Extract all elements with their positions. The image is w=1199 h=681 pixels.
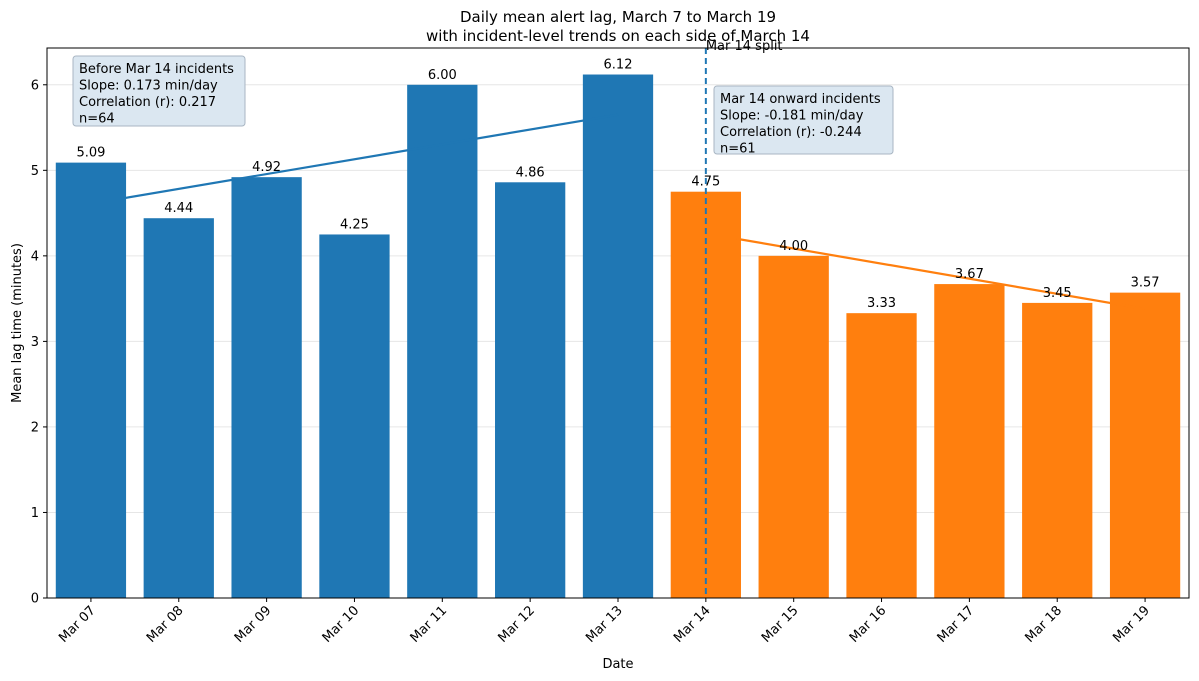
- bar-value-label: 4.44: [164, 201, 193, 216]
- x-axis-label: Date: [602, 657, 633, 672]
- y-axis: 0 1 2 3 4 5 6: [31, 78, 47, 607]
- bar-value-label: 6.12: [604, 58, 633, 73]
- y-axis-label: Mean lag time (minutes): [10, 243, 25, 403]
- bar-mar-19: [1109, 292, 1181, 598]
- after-annotation-line: Correlation (r): -0.244: [720, 125, 862, 140]
- after-annotation-box: [713, 85, 894, 155]
- y-tick-label-3: 3: [31, 335, 39, 350]
- bar-labels: 5.09 4.44 4.92 4.25 6.00 4.86 6.12 4.75 4.00 3.33…: [76, 58, 1159, 312]
- bar-mar-10: [319, 234, 390, 599]
- bar-value-label: 3.67: [955, 267, 984, 282]
- before-annotation-line: Before Mar 14 incidents: [79, 62, 234, 77]
- trend-lines: [121, 113, 1146, 310]
- before-annotation-box: [72, 55, 246, 127]
- after-annotation-line: n=61: [720, 142, 756, 157]
- bar-value-label: 3.33: [867, 296, 896, 311]
- after-annotation: Mar 14 onward incidents Slope: -0.181 min…: [713, 85, 894, 157]
- bar-mar-15: [758, 255, 829, 598]
- y-tick-label-4: 4: [31, 249, 39, 264]
- bar-value-label: 4.86: [516, 165, 545, 180]
- before-annotation-line: Correlation (r): 0.217: [79, 95, 216, 110]
- bar-mar-08: [143, 218, 214, 599]
- bar-value-label: 4.92: [252, 160, 281, 175]
- after-annotation-line: Mar 14 onward incidents: [720, 92, 881, 107]
- trend-line-before: [121, 113, 619, 200]
- bar-value-label: 4.75: [691, 175, 720, 190]
- before-annotation: Before Mar 14 incidents Slope: 0.173 min/…: [72, 55, 246, 127]
- trend-line-after: [736, 237, 1146, 310]
- before-annotation-line: Slope: 0.173 min/day: [79, 79, 218, 94]
- bar-mar-11: [407, 84, 478, 599]
- bar-value-label: 5.09: [76, 146, 105, 161]
- y-tick-label-2: 2: [31, 420, 39, 435]
- bar-mar-18: [1022, 302, 1093, 598]
- split-marker: Mar 14 split: [704, 39, 783, 598]
- bars: [55, 74, 1181, 599]
- annotations: Before Mar 14 incidents Slope: 0.173 min/…: [72, 55, 894, 157]
- chart-title: Daily mean alert lag, March 7 to March 1…: [460, 8, 776, 26]
- y-tick-label-0: 0: [31, 592, 39, 607]
- bar-value-label: 4.00: [779, 239, 808, 254]
- chart-subtitle: with incident-level trends on each side …: [426, 27, 810, 45]
- bar-value-label: 6.00: [428, 68, 457, 83]
- before-annotation-line: n=64: [79, 112, 115, 127]
- bar-value-label: 3.57: [1131, 276, 1160, 291]
- y-tick-label-1: 1: [31, 506, 39, 521]
- after-annotation-line: Slope: -0.181 min/day: [720, 109, 864, 124]
- bar-mar-16: [846, 313, 917, 598]
- bar-mar-09: [231, 177, 302, 598]
- bar-value-label: 3.45: [1043, 286, 1072, 301]
- y-tick-label-6: 6: [31, 78, 39, 93]
- bar-mar-13: [582, 74, 654, 598]
- bar-value-label: 4.25: [340, 217, 369, 232]
- y-tick-label-5: 5: [31, 164, 39, 179]
- split-label: Mar 14 split: [706, 39, 783, 54]
- bar-mar-07: [55, 162, 127, 599]
- bar-mar-17: [934, 284, 1005, 598]
- bar-mar-12: [495, 182, 566, 599]
